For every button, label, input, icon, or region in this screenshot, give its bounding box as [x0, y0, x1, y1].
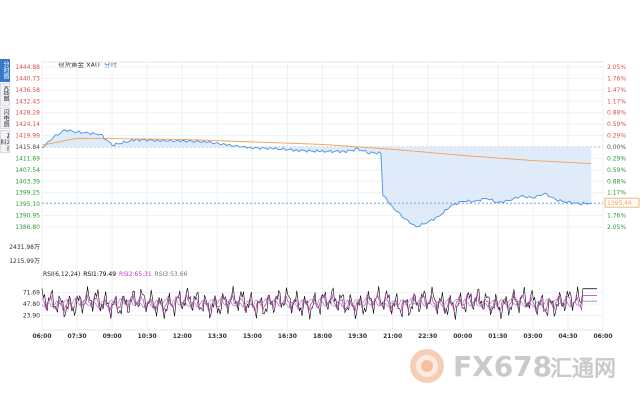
fx678-logo-icon [410, 349, 444, 383]
rsi1-line [41, 285, 584, 320]
rsi3-value: RSI3:53.66 [154, 271, 188, 278]
volume-scale-label: 1215.99万 [9, 258, 40, 265]
rsi2-value: RSI2:65.31 [118, 271, 152, 278]
chart-type-tabs: 分时图 K线图 闪电图 基本资料 [0, 59, 10, 154]
tab-kline[interactable]: K线图 [0, 82, 10, 106]
y-tick-label-right: 1.17% [607, 190, 626, 197]
rsi-params: RSI(6,12,24) [43, 271, 81, 278]
x-tick-label: 12:00 [173, 333, 192, 340]
x-tick-label: 18:00 [313, 333, 332, 340]
x-tick-label: 04:30 [558, 333, 577, 340]
x-tick-label: 01:30 [488, 333, 507, 340]
tab-basic-info[interactable]: 基本资料 [0, 130, 10, 153]
last-price-label: 1395.46 [607, 200, 632, 207]
x-tick-label: 03:00 [523, 333, 542, 340]
watermark-fx678-text: FX678 [453, 350, 552, 383]
rsi-tick-label: 23.90 [23, 313, 40, 320]
y-tick-label-right: 0.29% [607, 133, 626, 140]
y-tick-label-right: 0.29% [607, 155, 626, 162]
y-tick-label-right: 2.05% [607, 224, 626, 231]
instrument-symbol: XAU [86, 61, 100, 69]
rsi-tick-label: 71.69 [23, 290, 40, 297]
y-tick-label-left: 1399.25 [15, 190, 40, 197]
price-line [41, 129, 592, 228]
x-tick-label: 00:00 [453, 333, 472, 340]
y-tick-label-left: 1428.28 [15, 110, 40, 117]
volume-scale-label: 2431.98万 [9, 244, 40, 251]
watermark-site-text: 汇通网 [550, 357, 615, 382]
y-tick-label-left: 1432.43 [15, 98, 40, 105]
y-tick-label-right: 0.59% [607, 167, 626, 174]
y-tick-label-left: 1395.10 [15, 201, 40, 208]
y-tick-label-left: 1386.80 [15, 224, 40, 231]
x-tick-label: 19:30 [348, 333, 367, 340]
x-tick-label: 22:30 [418, 333, 437, 340]
x-tick-label: 10:30 [138, 333, 157, 340]
instrument-name: 现货黄金 [58, 61, 84, 69]
y-tick-label-right: 1.76% [607, 213, 626, 220]
y-tick-label-left: 1444.88 [15, 64, 40, 71]
average-price-line [41, 137, 592, 165]
chart-title: 现货黄金 XAU 分时 [58, 59, 117, 69]
y-tick-label-right: 0.00% [607, 144, 626, 151]
tab-timeshare[interactable]: 分时图 [0, 59, 10, 82]
x-tick-label: 16:30 [278, 333, 297, 340]
y-tick-label-left: 1440.73 [15, 75, 40, 82]
y-tick-label-right: 2.05% [607, 64, 626, 71]
y-tick-label-right: 0.88% [607, 178, 626, 185]
y-tick-label-left: 1403.39 [15, 178, 40, 185]
timeframe-label[interactable]: 分时 [103, 61, 117, 69]
rsi1-value: RSI1:79.49 [83, 271, 117, 278]
y-tick-label-left: 1424.14 [15, 121, 40, 128]
y-tick-label-left: 1411.69 [15, 155, 40, 162]
y-tick-label-left: 1390.95 [15, 213, 40, 220]
rsi2-line [41, 292, 584, 314]
y-tick-label-right: 0.59% [607, 121, 626, 128]
y-tick-label-left: 1415.84 [15, 144, 40, 151]
y-tick-label-left: 1419.99 [15, 133, 40, 140]
y-tick-label-right: 1.47% [607, 87, 626, 94]
rsi-tick-label: 47.80 [23, 301, 40, 308]
rsi3-line [41, 297, 584, 309]
fx678-watermark: FX678 汇通网 [410, 349, 615, 383]
y-tick-label-right: 0.88% [607, 110, 626, 117]
x-tick-label: 21:00 [383, 333, 402, 340]
x-tick-label: 06:00 [32, 333, 51, 340]
x-tick-label: 06:00 [593, 333, 612, 340]
tab-lightning[interactable]: 闪电图 [0, 106, 10, 130]
x-tick-label: 07:30 [68, 333, 87, 340]
price-area [42, 129, 592, 227]
y-tick-label-right: 1.17% [607, 98, 626, 105]
y-tick-label-left: 1407.54 [15, 167, 40, 174]
x-tick-label: 09:00 [103, 333, 122, 340]
x-tick-label: 13:30 [208, 333, 227, 340]
last-price-badge [604, 197, 640, 208]
y-tick-label-right: 1.76% [607, 75, 626, 82]
rsi-legend: RSI(6,12,24) RSI1:79.49 RSI2:65.31 RSI3:… [43, 271, 188, 278]
y-tick-label-left: 1436.58 [15, 87, 40, 94]
x-tick-label: 15:00 [243, 333, 262, 340]
